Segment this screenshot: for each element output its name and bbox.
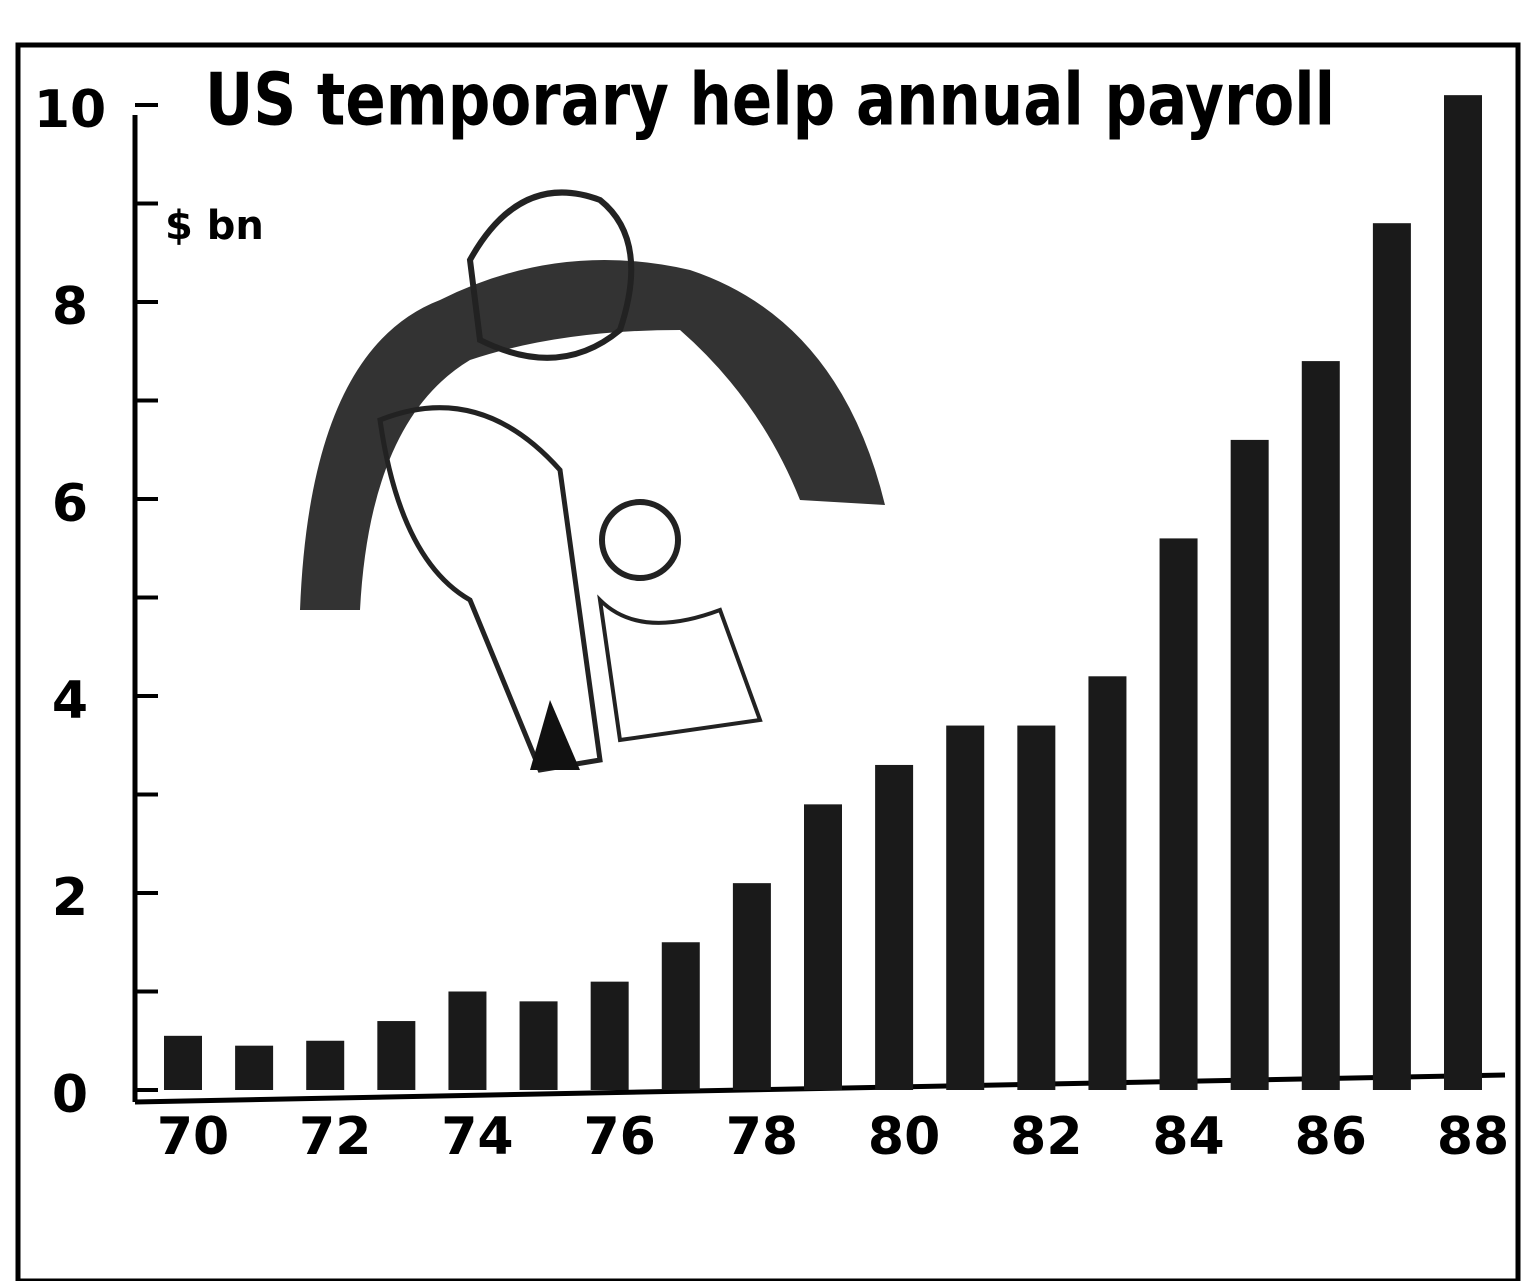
bar — [1444, 95, 1482, 1090]
x-tick-label: 88 — [1437, 1107, 1509, 1167]
bar — [1302, 361, 1340, 1090]
x-tick-label: 84 — [1152, 1107, 1224, 1167]
y-tick-label: 10 — [34, 80, 106, 140]
x-tick-label: 86 — [1295, 1107, 1367, 1167]
bar — [1373, 223, 1411, 1090]
x-tick-label: 82 — [1010, 1107, 1082, 1167]
bar — [946, 726, 984, 1090]
bar — [164, 1036, 202, 1090]
y-tick-label: 0 — [52, 1065, 88, 1125]
y-tick-label: 8 — [52, 277, 88, 337]
bar — [1017, 726, 1055, 1090]
x-tick-label: 78 — [726, 1107, 798, 1167]
bar — [235, 1046, 273, 1090]
x-tick-label: 72 — [299, 1107, 371, 1167]
bar — [875, 765, 913, 1090]
chart-title: US temporary help annual payroll — [205, 58, 1335, 142]
bar — [733, 883, 771, 1090]
bar — [1088, 676, 1126, 1090]
illustration — [300, 193, 885, 771]
x-tick-label: 70 — [157, 1107, 229, 1167]
bar — [591, 982, 629, 1090]
chart: US temporary help annual payroll $ bn 0 2… — [0, 0, 1535, 1281]
bar — [306, 1041, 344, 1090]
y-tick-label: 6 — [52, 474, 88, 534]
y-tick-label: 4 — [52, 671, 88, 731]
bar — [804, 804, 842, 1090]
bar — [520, 1001, 558, 1090]
bar — [377, 1021, 415, 1090]
y-tick-label: 2 — [52, 868, 88, 928]
bar — [1160, 538, 1198, 1090]
x-tick-label: 80 — [868, 1107, 940, 1167]
bar — [662, 942, 700, 1090]
x-tick-label: 74 — [441, 1107, 513, 1167]
bar — [1231, 440, 1269, 1090]
bar — [448, 992, 486, 1091]
x-tick-label: 76 — [583, 1107, 655, 1167]
y-axis-unit: $ bn — [165, 203, 264, 249]
